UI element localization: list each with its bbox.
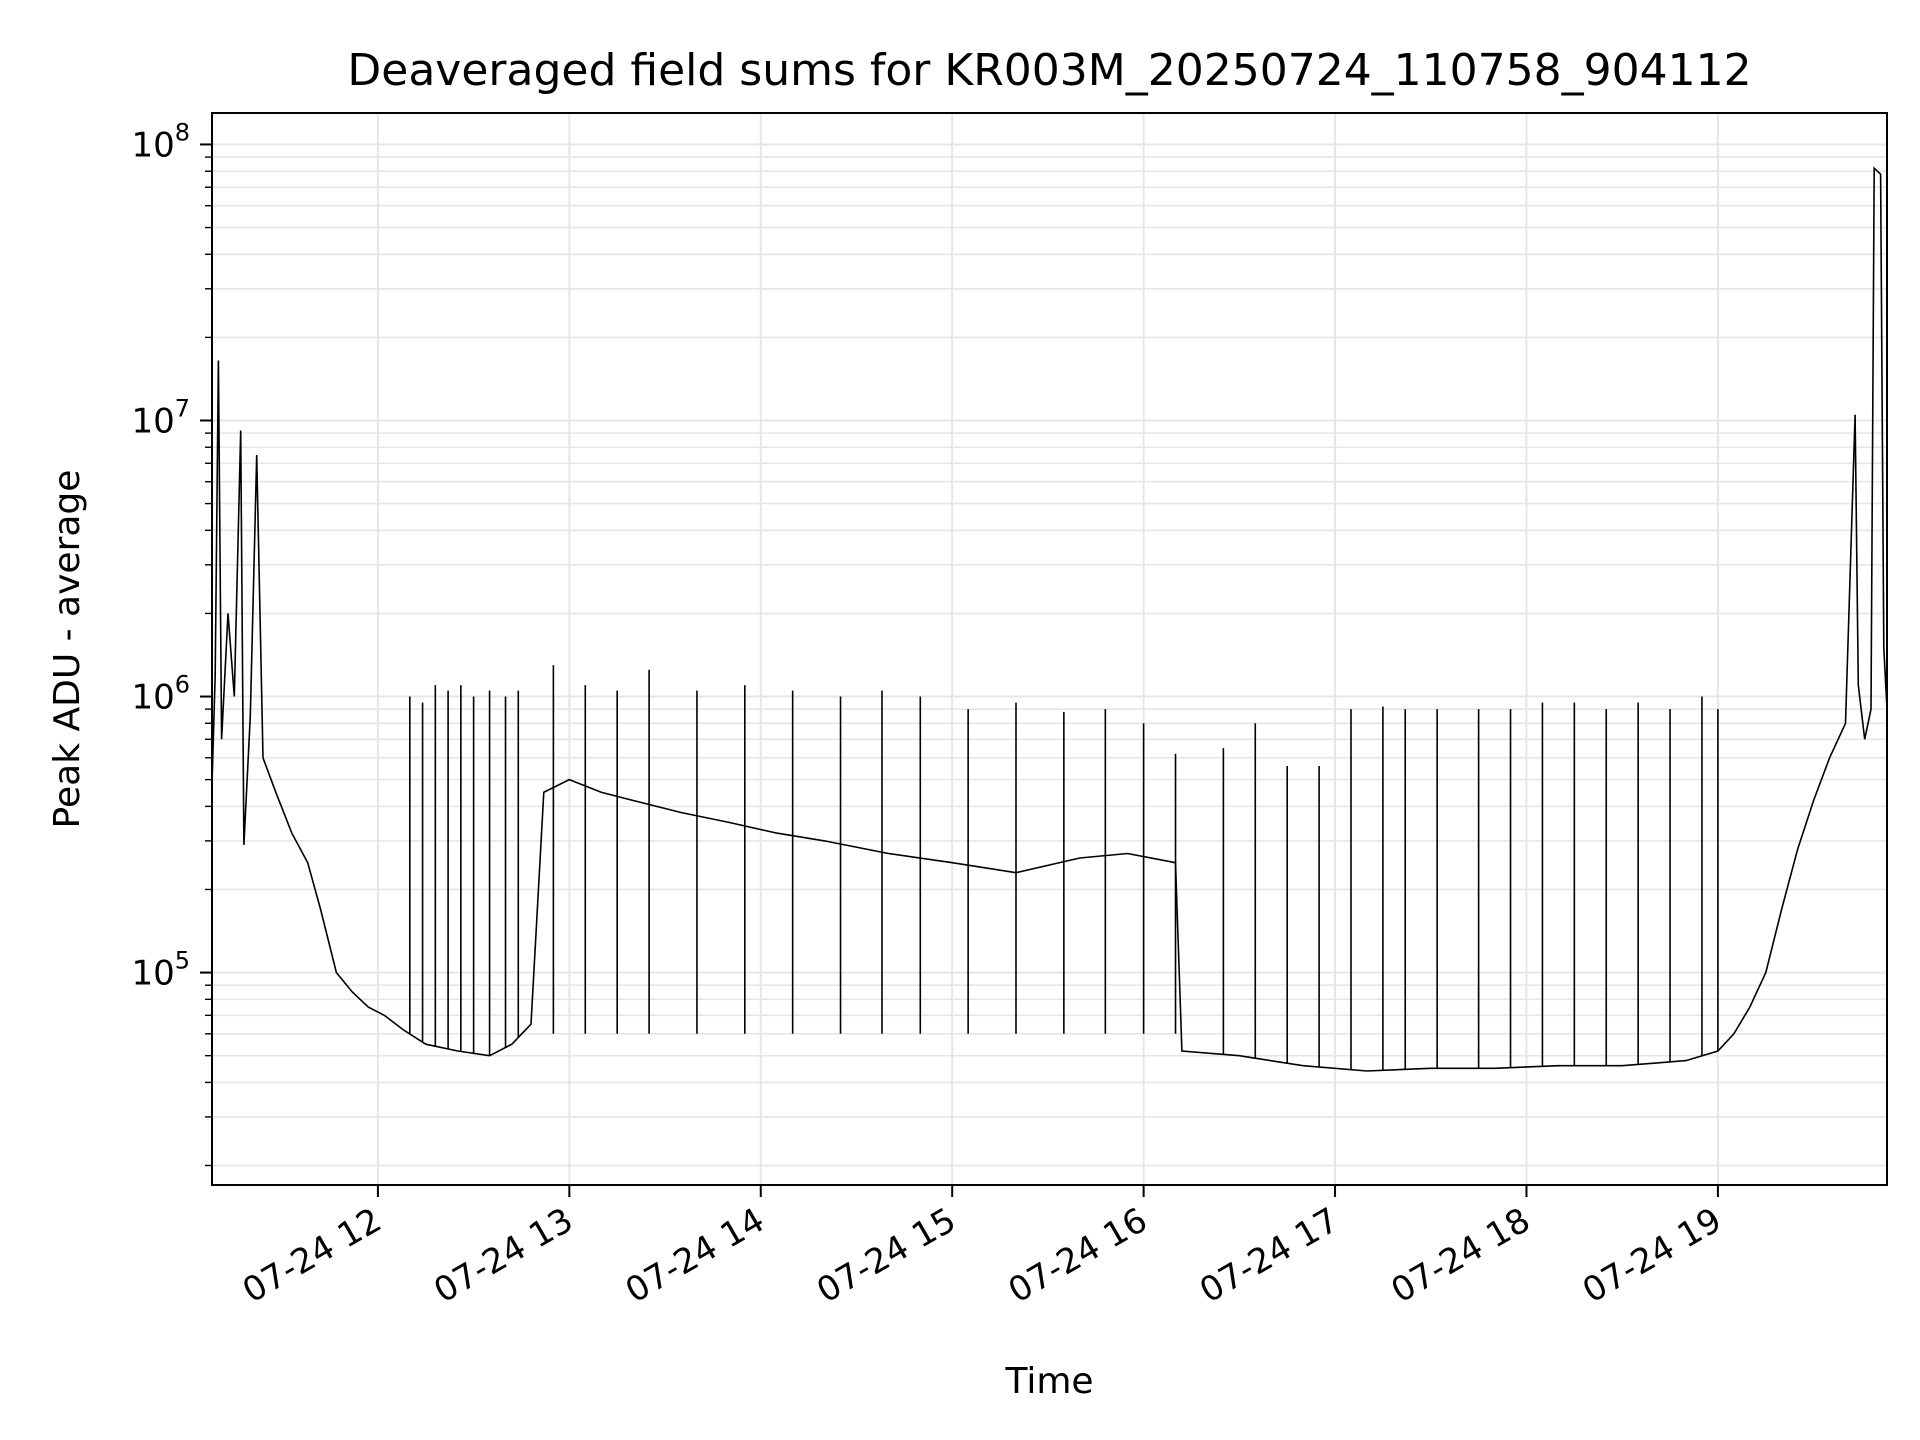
y-axis-label: Peak ADU - average: [47, 470, 88, 829]
y-tick-exponent: 5: [175, 947, 190, 975]
series-line: [211, 166, 1888, 1072]
y-tick-exponent: 7: [175, 394, 190, 422]
y-tick-label: 105: [131, 947, 190, 994]
y-tick-base: 10: [131, 401, 174, 441]
y-tick-exponent: 8: [175, 118, 190, 146]
chart-title: Deaveraged field sums for KR003M_2025072…: [347, 45, 1751, 96]
y-tick-exponent: 6: [175, 671, 190, 699]
y-tick-base: 10: [131, 125, 174, 165]
series-layer: [211, 166, 1888, 1072]
y-tick-label: 108: [131, 118, 190, 165]
x-axis-label: Time: [1004, 1361, 1093, 1402]
y-tick-base: 10: [131, 954, 174, 994]
y-tick-base: 10: [131, 678, 174, 718]
y-tick-label: 107: [131, 394, 190, 441]
grid: [212, 113, 1887, 1185]
plot-area-frame: [211, 112, 1888, 1186]
y-tick-label: 106: [131, 671, 190, 718]
